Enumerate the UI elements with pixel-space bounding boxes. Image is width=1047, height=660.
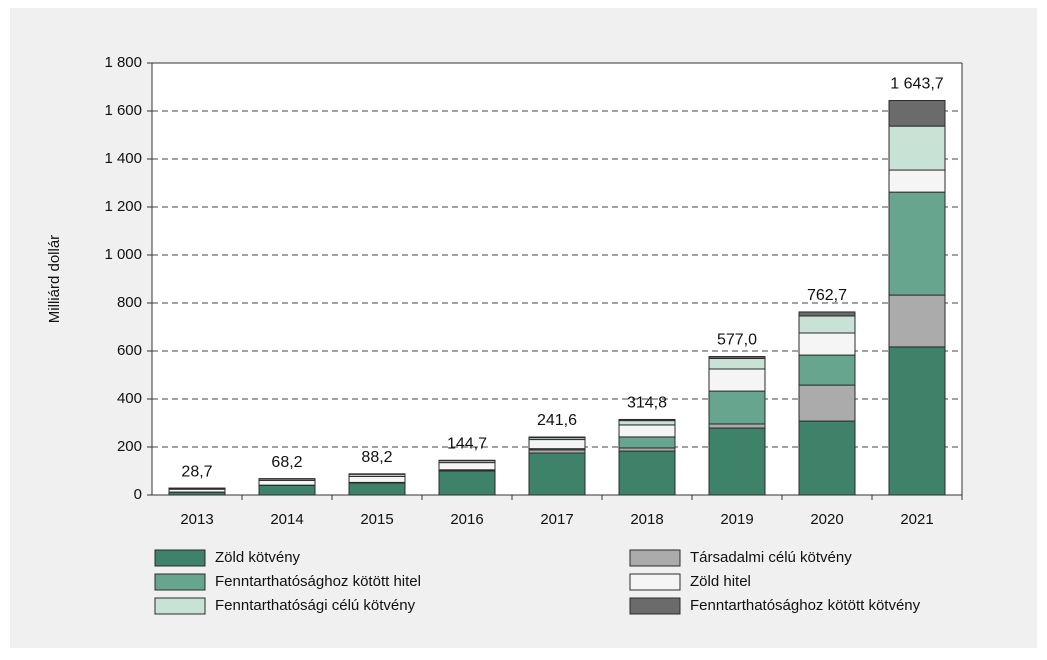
bar-segment [529, 440, 585, 449]
bar-segment [619, 419, 675, 420]
y-tick-label: 200 [117, 438, 142, 455]
x-tick-label: 2021 [900, 511, 933, 528]
total-label: 88,2 [361, 449, 392, 466]
legend-swatch [630, 598, 680, 614]
bar-segment [709, 358, 765, 369]
x-tick-label: 2015 [360, 511, 393, 528]
bar-segment [439, 471, 495, 495]
bar-segment [619, 421, 675, 425]
x-tick-label: 2019 [720, 511, 753, 528]
bar-segment [889, 170, 945, 192]
legend-swatch [155, 574, 205, 590]
bar-segment [889, 101, 945, 127]
bar-segment [709, 391, 765, 424]
bar-segment [619, 425, 675, 437]
legend-swatch [630, 574, 680, 590]
legend-label: Fenntarthatósághoz kötött hitel [215, 573, 421, 590]
legend-label: Társadalmi célú kötvény [690, 549, 852, 566]
bar-segment [709, 369, 765, 391]
bar-segment [889, 126, 945, 170]
x-tick-label: 2013 [180, 511, 213, 528]
bar-segment [709, 357, 765, 359]
y-tick-label: 1 400 [104, 150, 142, 167]
bar-segment [889, 347, 945, 495]
bar-segment [259, 485, 315, 495]
bar-segment [619, 437, 675, 448]
legend-swatch [155, 550, 205, 566]
bar-segment [709, 424, 765, 428]
x-tick-label: 2014 [270, 511, 303, 528]
x-tick-label: 2017 [540, 511, 573, 528]
bar-segment [619, 451, 675, 495]
bar-segment [439, 463, 495, 470]
bar-segment [799, 421, 855, 495]
bar-segment [799, 333, 855, 355]
bar-segment [529, 453, 585, 495]
total-label: 68,2 [271, 454, 302, 471]
total-label: 762,7 [807, 287, 847, 304]
y-tick-label: 0 [134, 486, 142, 503]
bar-segment [259, 480, 315, 485]
legend-label: Zöld kötvény [215, 549, 301, 566]
legend-swatch [630, 550, 680, 566]
legend-label: Zöld hitel [690, 573, 751, 590]
y-tick-label: 600 [117, 342, 142, 359]
total-label: 314,8 [627, 395, 667, 412]
y-tick-label: 800 [117, 294, 142, 311]
legend-swatch [155, 598, 205, 614]
x-tick-label: 2020 [810, 511, 843, 528]
y-tick-label: 1 600 [104, 102, 142, 119]
y-axis-label: Milliárd dollár [46, 235, 63, 323]
bar-segment [799, 355, 855, 385]
bar-segment [799, 385, 855, 421]
total-label: 577,0 [717, 332, 757, 349]
total-label: 28,7 [181, 463, 212, 480]
y-tick-label: 1 000 [104, 246, 142, 263]
legend-label: Fenntarthatósághoz kötött kötvény [690, 597, 921, 614]
y-tick-label: 1 200 [104, 198, 142, 215]
bar-segment [529, 437, 585, 438]
total-label: 241,6 [537, 412, 577, 429]
y-tick-label: 1 800 [104, 54, 142, 71]
total-label: 1 643,7 [890, 76, 943, 93]
bar-segment [709, 428, 765, 495]
legend-label: Fenntarthatósági célú kötvény [215, 597, 416, 614]
x-tick-label: 2018 [630, 511, 663, 528]
bar-segment [349, 476, 405, 482]
y-tick-label: 400 [117, 390, 142, 407]
bar-segment [799, 316, 855, 333]
bar-segment [889, 295, 945, 347]
bar-segment [799, 312, 855, 316]
bar-segment [889, 192, 945, 295]
bar-segment [349, 483, 405, 495]
total-label: 144,7 [447, 435, 487, 452]
x-tick-label: 2016 [450, 511, 483, 528]
